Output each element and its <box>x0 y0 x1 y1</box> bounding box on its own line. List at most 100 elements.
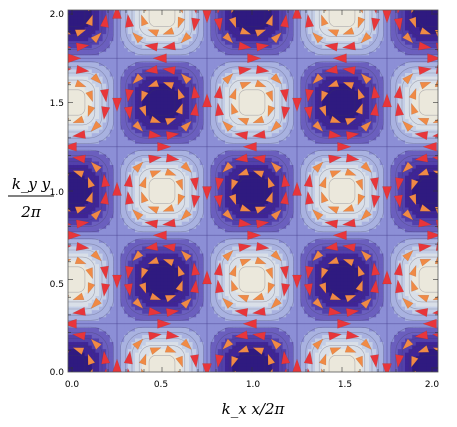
contour-cell <box>77 249 82 254</box>
contour-cell <box>210 238 215 243</box>
contour-cell <box>106 203 111 208</box>
contour-cell <box>124 160 129 166</box>
contour-cell <box>91 228 96 233</box>
contour-cell <box>131 270 136 275</box>
contour-cell <box>210 270 215 275</box>
contour-cell <box>149 90 154 95</box>
contour-cell <box>84 337 89 343</box>
contour-cell <box>199 192 204 197</box>
contour-cell <box>210 171 215 176</box>
contour-cell <box>124 313 129 318</box>
contour-cell <box>77 192 82 197</box>
contour-cell <box>145 97 150 102</box>
contour-cell <box>228 348 233 353</box>
contour-cell <box>81 249 86 254</box>
contour-cell <box>163 330 168 335</box>
contour-cell <box>73 139 78 144</box>
contour-cell <box>171 192 176 197</box>
contour-cell <box>63 313 67 317</box>
contour-cell <box>185 100 190 105</box>
contour-cell <box>174 51 179 56</box>
contour-cell <box>192 242 197 247</box>
contour-cell <box>221 214 226 219</box>
contour-cell <box>228 167 233 173</box>
contour-cell <box>185 369 190 372</box>
contour-cell <box>149 72 154 77</box>
contour-cell <box>145 196 150 201</box>
contour-cell <box>131 10 136 13</box>
contour-cell <box>203 337 208 343</box>
contour-cell <box>214 15 219 20</box>
contour-cell <box>210 104 215 109</box>
contour-cell <box>63 111 67 115</box>
contour-cell <box>160 298 165 304</box>
contour-cell <box>189 143 194 148</box>
contour-cell <box>138 61 143 66</box>
contour-cell <box>149 129 154 134</box>
contour-cell <box>88 68 93 74</box>
contour-cell <box>106 210 111 215</box>
contour-cell <box>189 107 194 112</box>
contour-cell <box>88 249 93 254</box>
contour-cell <box>199 320 204 325</box>
contour-cell <box>131 199 136 204</box>
contour-cell <box>210 298 215 304</box>
contour-cell <box>203 125 208 130</box>
contour-cell <box>70 104 75 109</box>
contour-cell <box>214 129 219 134</box>
contour-cell <box>149 136 154 141</box>
contour-cell <box>199 298 204 304</box>
contour-cell <box>91 192 96 197</box>
contour-cell <box>109 348 114 353</box>
contour-cell <box>120 284 125 289</box>
contour-cell <box>185 337 190 343</box>
contour-cell <box>217 217 222 222</box>
contour-cell <box>192 249 197 254</box>
contour-cell <box>99 334 104 339</box>
contour-cell <box>63 274 67 278</box>
contour-cell <box>189 12 194 17</box>
contour-cell <box>124 245 129 251</box>
contour-cell <box>131 249 136 254</box>
contour-cell <box>142 334 147 339</box>
contour-cell <box>199 277 204 282</box>
contour-cell <box>120 90 125 95</box>
contour-cell <box>106 238 111 243</box>
contour-cell <box>109 249 114 254</box>
contour-cell <box>127 68 132 74</box>
contour-cell <box>91 288 96 293</box>
contour-cell <box>163 107 168 112</box>
contour-cell <box>138 65 143 70</box>
contour-cell <box>207 298 212 304</box>
contour-cell <box>163 224 168 229</box>
contour-cell <box>84 75 89 81</box>
contour-cell <box>232 295 237 300</box>
contour-cell <box>178 37 183 42</box>
contour-cell <box>192 309 197 314</box>
contour-cell <box>63 324 67 328</box>
contour-cell <box>167 228 172 233</box>
contour-cell <box>131 160 136 166</box>
contour-cell <box>135 90 140 95</box>
contour-cell <box>167 284 172 289</box>
contour-cell <box>109 221 114 226</box>
contour-cell <box>185 189 190 194</box>
contour-cell <box>117 199 122 204</box>
contour-cell <box>167 298 172 304</box>
contour-cell <box>149 341 154 346</box>
contour-cell <box>68 15 71 20</box>
contour-cell <box>160 167 165 173</box>
contour-cell <box>102 238 107 243</box>
contour-cell <box>145 132 150 137</box>
contour-cell <box>102 249 107 254</box>
contour-cell <box>199 284 204 289</box>
contour-cell <box>196 121 201 127</box>
contour-cell <box>127 313 132 318</box>
contour-cell <box>84 37 89 42</box>
contour-cell <box>199 274 204 279</box>
contour-cell <box>77 196 82 201</box>
contour-cell <box>178 341 183 346</box>
contour-cell <box>185 206 190 212</box>
contour-cell <box>149 210 154 215</box>
contour-cell <box>232 298 237 304</box>
